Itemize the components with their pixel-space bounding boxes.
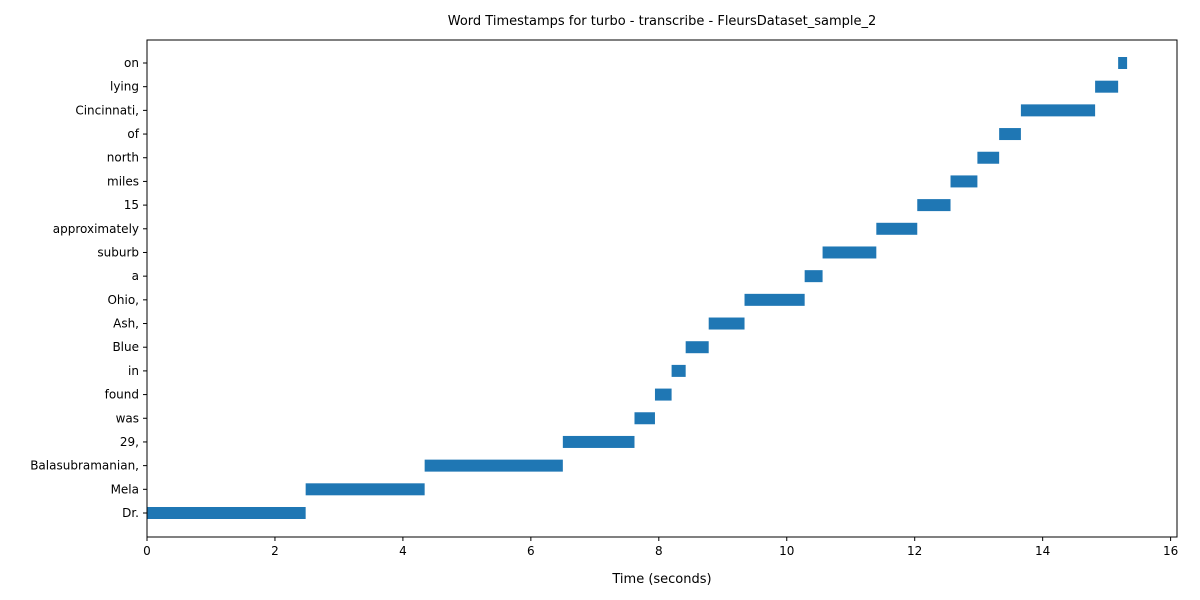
word-bar (1118, 57, 1128, 69)
x-tick-label: 12 (907, 544, 922, 558)
y-tick-label: in (128, 364, 139, 378)
y-tick-label: of (127, 127, 139, 141)
word-bar (654, 388, 672, 401)
word-bar (977, 151, 1000, 164)
y-tick-label: Dr. (122, 506, 139, 520)
word-bar (804, 270, 823, 283)
y-tick-label: 29, (120, 435, 139, 449)
x-tick-label: 10 (779, 544, 794, 558)
y-tick-label: a (132, 269, 139, 283)
y-tick-label: suburb (97, 245, 139, 259)
x-tick-label: 16 (1163, 544, 1178, 558)
word-bar (424, 459, 563, 472)
word-bar (950, 175, 978, 188)
y-tick-label: Mela (111, 482, 139, 496)
y-tick-label: approximately (53, 222, 139, 236)
word-bar (305, 483, 425, 496)
y-tick-label: on (124, 56, 139, 70)
x-tick-label: 8 (655, 544, 663, 558)
y-axis: Dr. Mela Balasubramanian, 29, was found … (30, 56, 147, 520)
y-tick-label: found (105, 388, 139, 402)
word-bar (822, 246, 877, 259)
x-tick-label: 2 (271, 544, 279, 558)
word-bar (685, 341, 709, 354)
word-bar (917, 199, 951, 212)
y-tick-label: lying (110, 80, 139, 94)
word-bar (562, 435, 635, 448)
x-tick-label: 6 (527, 544, 535, 558)
y-tick-label: north (107, 151, 139, 165)
x-tick-label: 0 (143, 544, 151, 558)
word-bar (708, 317, 745, 330)
chart-title: Word Timestamps for turbo - transcribe -… (448, 14, 877, 29)
y-tick-label: was (116, 411, 139, 425)
word-bar (1020, 104, 1096, 117)
x-axis: 0 2 4 6 8 10 12 14 16 (143, 537, 1178, 558)
x-tick-label: 4 (399, 544, 407, 558)
bars-layer (147, 57, 1128, 519)
word-bar (1095, 80, 1119, 93)
word-bar (999, 128, 1021, 141)
word-bar (147, 507, 306, 519)
word-bar (744, 293, 805, 306)
y-tick-label: Ash, (113, 317, 139, 331)
word-bar (876, 222, 918, 235)
plot-frame (146, 39, 1178, 538)
y-tick-label: 15 (124, 198, 139, 212)
word-bar (634, 412, 655, 425)
y-tick-label: Balasubramanian, (30, 459, 139, 473)
y-tick-label: Blue (112, 340, 139, 354)
y-tick-label: miles (107, 174, 139, 188)
y-tick-label: Ohio, (107, 293, 139, 307)
y-tick-label: Cincinnati, (75, 103, 139, 117)
word-bar (671, 364, 686, 377)
x-tick-label: 14 (1035, 544, 1050, 558)
x-axis-label: Time (seconds) (611, 572, 711, 587)
